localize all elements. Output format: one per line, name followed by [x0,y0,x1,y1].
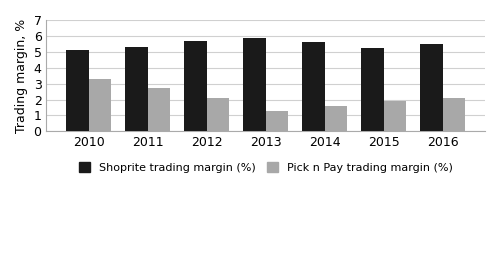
Bar [420,44,442,131]
Bar [442,98,465,131]
Bar [244,38,266,131]
Bar [126,47,148,131]
Bar [266,111,288,131]
Bar [89,79,111,131]
Bar [384,101,406,131]
Bar [184,41,206,131]
Bar [362,48,384,131]
Bar [302,42,324,131]
Y-axis label: Trading margin, %: Trading margin, % [15,19,28,133]
Bar [206,98,229,131]
Bar [324,106,347,131]
Legend: Shoprite trading margin (%), Pick n Pay trading margin (%): Shoprite trading margin (%), Pick n Pay … [74,157,457,177]
Bar [66,50,89,131]
Bar [148,88,170,131]
